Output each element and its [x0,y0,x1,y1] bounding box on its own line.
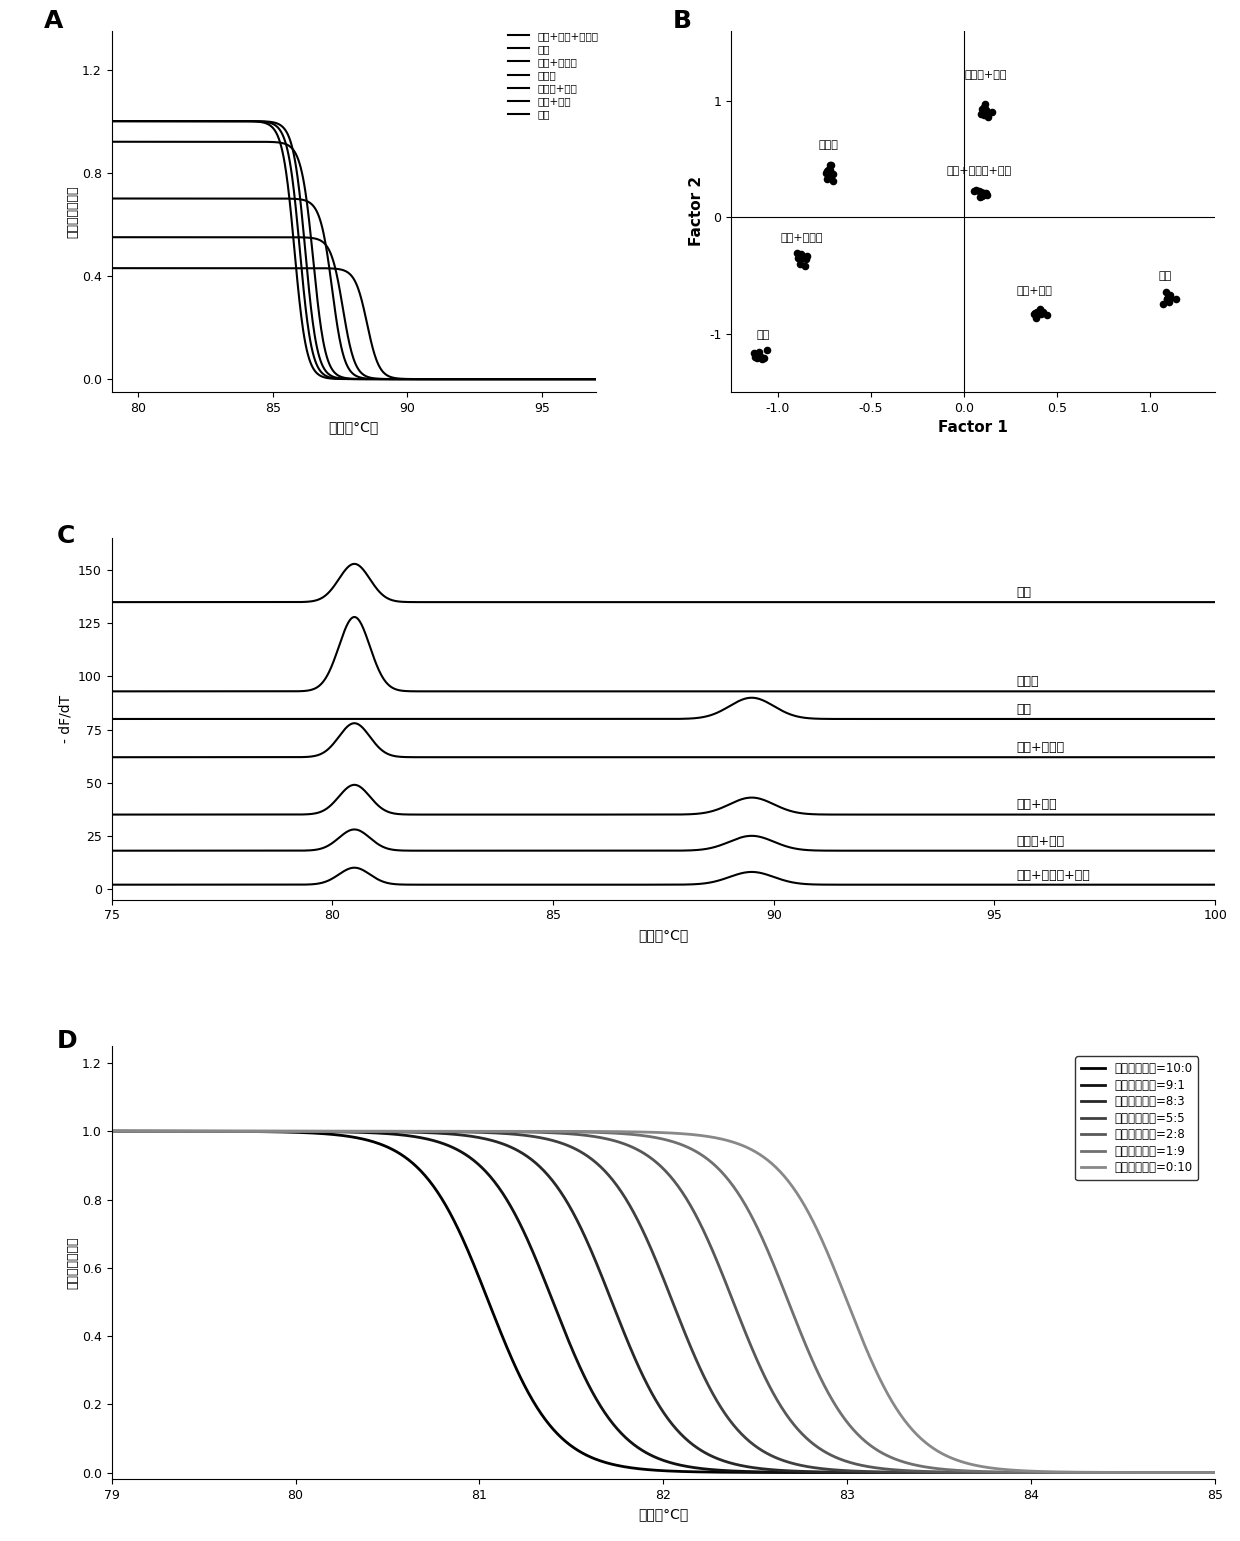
Point [795,253,815,277]
Legend: 金葡+沙门+李斯特, 金葡, 金葡+李斯特, 李斯特, 李斯特+沙门, 金葡+沙门, 沙门: 金葡+沙门+李斯特, 金葡, 金葡+李斯特, 李斯特, 李斯特+沙门, 金葡+沙… [506,29,600,122]
Y-axis label: - dF/dT: - dF/dT [58,695,72,743]
Point [977,105,997,129]
X-axis label: 温度（°C）: 温度（°C） [639,928,688,942]
Text: 李斯特: 李斯特 [1017,675,1039,689]
Point [972,97,992,122]
X-axis label: 温度（°C）: 温度（°C） [639,1507,688,1521]
Text: 李斯特+沙门: 李斯特+沙门 [965,69,1007,80]
Text: B: B [673,9,692,34]
Text: 金葡+沙门: 金葡+沙门 [1017,798,1058,812]
Point [791,245,811,270]
Point [753,347,773,371]
Point [790,251,810,276]
Y-axis label: 归一化荧光强度: 归一化荧光强度 [66,1236,79,1288]
Point [817,159,837,183]
Text: 金葡+沙门: 金葡+沙门 [1017,287,1053,296]
Legend: 金葡：李斯特=10:0, 金葡：李斯特=9:1, 金葡：李斯特=8:3, 金葡：李斯特=5:5, 金葡：李斯特=2:8, 金葡：李斯特=1:9, 金葡：李斯特=: 金葡：李斯特=10:0, 金葡：李斯特=9:1, 金葡：李斯特=8:3, 金葡：… [1075,1056,1198,1180]
Point [796,247,816,271]
Text: C: C [57,524,74,549]
Point [1159,284,1179,308]
Point [791,242,811,267]
Text: 金葡+李斯特: 金葡+李斯特 [781,233,823,243]
Point [977,97,997,122]
Point [971,102,991,126]
Point [1037,304,1056,328]
Point [744,341,764,365]
Point [1153,293,1173,317]
Point [1025,302,1045,327]
Point [794,245,813,270]
Point [749,341,769,365]
Text: 金葡+李斯特: 金葡+李斯特 [1017,741,1065,754]
Point [758,337,777,362]
Point [748,347,768,371]
Point [823,162,843,186]
Point [1024,302,1044,327]
Point [817,159,837,183]
Point [820,153,839,177]
Point [965,179,985,203]
Text: 沙门: 沙门 [1017,703,1032,715]
Point [790,245,810,270]
Point [820,159,839,183]
Point [1158,284,1178,308]
Point [975,102,994,126]
Point [746,344,766,368]
Point [821,153,841,177]
Text: 李斯特+沙门: 李斯特+沙门 [1017,835,1065,848]
Point [970,179,990,203]
Point [977,183,997,208]
Point [1157,287,1177,311]
Text: 金葡+李斯特+沙门: 金葡+李斯特+沙门 [946,166,1012,177]
Point [745,342,765,367]
Text: 金葡+李斯特+沙门: 金葡+李斯特+沙门 [1017,869,1090,881]
Point [1161,285,1180,310]
Point [976,91,996,116]
Point [1030,299,1050,324]
Y-axis label: Factor 2: Factor 2 [688,176,703,247]
Point [1156,279,1176,304]
X-axis label: 温度（°C）: 温度（°C） [329,421,378,435]
Point [787,240,807,265]
Point [973,183,993,208]
Y-axis label: 归一化荧光强度: 归一化荧光强度 [66,185,79,237]
X-axis label: Factor 1: Factor 1 [939,421,1008,435]
Point [1158,287,1178,311]
Point [977,102,997,126]
Text: 沙门: 沙门 [1158,271,1172,282]
Point [1030,297,1050,322]
Point [972,183,992,208]
Text: A: A [43,9,63,34]
Point [1159,290,1179,314]
Point [971,185,991,210]
Text: 金葡: 金葡 [1017,586,1032,599]
Point [1157,287,1177,311]
Point [797,243,817,268]
Point [966,179,986,203]
Text: D: D [57,1029,77,1053]
Point [975,180,994,205]
Point [751,345,771,370]
Point [754,345,774,370]
Point [1025,305,1045,330]
Point [975,96,994,120]
Point [971,179,991,203]
Point [787,245,807,270]
Point [976,180,996,205]
Point [817,166,837,191]
Point [823,168,843,193]
Text: 金葡: 金葡 [756,330,770,339]
Point [1025,300,1045,325]
Point [745,345,765,370]
Point [1166,287,1185,311]
Point [1033,299,1053,324]
Point [816,162,836,186]
Text: 李斯特: 李斯特 [818,140,838,149]
Point [1027,300,1047,325]
Point [820,165,839,190]
Point [1032,300,1052,325]
Point [975,97,994,122]
Point [982,100,1002,125]
